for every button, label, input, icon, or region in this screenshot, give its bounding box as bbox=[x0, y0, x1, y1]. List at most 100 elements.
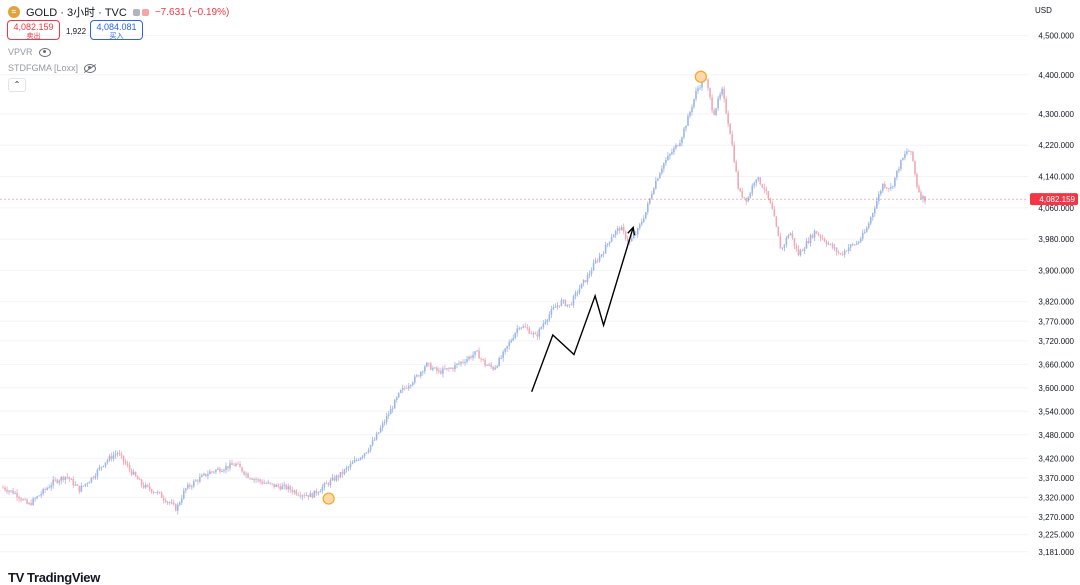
candle-body bbox=[576, 292, 579, 294]
candle-body bbox=[383, 421, 386, 424]
candle-body bbox=[16, 492, 18, 498]
y-tick-label: 4,220.000 bbox=[1038, 141, 1074, 150]
candle-body bbox=[677, 145, 679, 147]
candle-body bbox=[665, 159, 667, 164]
currency-label[interactable]: USD bbox=[1035, 6, 1052, 15]
candle-body bbox=[395, 397, 398, 400]
candle-body bbox=[301, 495, 304, 497]
candle-body bbox=[164, 500, 167, 503]
candle-body bbox=[550, 309, 553, 315]
candle-body bbox=[68, 477, 71, 480]
candle-body bbox=[851, 244, 854, 246]
price-axis[interactable]: 4,500.000 4,400.000 4,300.000 4,220.000 4,14… bbox=[1038, 32, 1074, 557]
candle-body bbox=[70, 478, 73, 480]
candle-body bbox=[235, 463, 237, 466]
eye-off-icon[interactable] bbox=[84, 63, 97, 73]
candle-body bbox=[894, 177, 896, 187]
candle-body bbox=[542, 323, 545, 328]
candle-body bbox=[630, 238, 633, 242]
sell-button[interactable]: 4,082.159 卖出 bbox=[7, 20, 60, 40]
y-tick-label: 3,370.000 bbox=[1038, 474, 1074, 483]
candle-body bbox=[355, 460, 358, 461]
candle-body bbox=[578, 288, 581, 293]
candle-body bbox=[691, 107, 693, 113]
candles bbox=[2, 75, 926, 515]
candle-body bbox=[741, 191, 744, 198]
candle-body bbox=[787, 235, 790, 238]
candle-body bbox=[562, 300, 565, 301]
candle-body bbox=[468, 356, 470, 360]
candle-body bbox=[661, 168, 663, 174]
candle-body bbox=[767, 191, 770, 199]
candle-body bbox=[731, 134, 733, 145]
candle-body bbox=[817, 233, 820, 236]
candle-body bbox=[884, 183, 886, 188]
candle-body bbox=[496, 365, 498, 368]
candle-body bbox=[34, 498, 36, 500]
y-tick-label: 3,540.000 bbox=[1038, 407, 1074, 416]
candle-body bbox=[554, 307, 557, 308]
candle-body bbox=[170, 502, 173, 504]
candle-body bbox=[130, 469, 133, 475]
candle-body bbox=[20, 498, 22, 501]
candle-body bbox=[28, 503, 30, 504]
gold-symbol-icon: ≈ bbox=[8, 6, 20, 18]
candle-body bbox=[317, 492, 320, 494]
tradingview-logo[interactable]: TV TradingView bbox=[8, 570, 101, 585]
candle-body bbox=[265, 482, 267, 484]
buy-button[interactable]: 4,084.081 买入 bbox=[90, 20, 143, 40]
candle-body bbox=[805, 241, 808, 249]
collapse-indicators-button[interactable]: ⌃ bbox=[8, 78, 26, 92]
candle-body bbox=[803, 248, 806, 251]
buy-price: 4,084.081 bbox=[96, 22, 137, 32]
candle-body bbox=[843, 250, 846, 255]
candle-body bbox=[150, 489, 153, 493]
candle-body bbox=[193, 481, 195, 487]
candle-body bbox=[815, 231, 818, 234]
candle-body bbox=[857, 241, 860, 244]
candle-body bbox=[707, 79, 709, 89]
y-tick-label: 3,320.000 bbox=[1038, 493, 1074, 502]
candle-body bbox=[24, 499, 26, 501]
eye-icon[interactable] bbox=[38, 47, 51, 57]
candle-body bbox=[528, 328, 531, 334]
candle-body bbox=[225, 466, 227, 470]
candle-body bbox=[709, 88, 711, 98]
candle-body bbox=[267, 482, 269, 484]
candle-body bbox=[180, 498, 183, 503]
y-tick-label: 4,500.000 bbox=[1038, 32, 1074, 41]
candle-body bbox=[297, 494, 300, 496]
symbol-title[interactable]: GOLD · 3小时 · TVC bbox=[26, 7, 127, 19]
candle-body bbox=[821, 237, 824, 239]
candle-body bbox=[343, 469, 346, 474]
y-tick-label: 3,270.000 bbox=[1038, 513, 1074, 522]
candle-body bbox=[540, 327, 543, 329]
candle-body bbox=[442, 368, 444, 374]
candle-body bbox=[673, 148, 675, 153]
candle-body bbox=[685, 125, 687, 129]
candle-body bbox=[727, 113, 729, 124]
indicator-stdfgma[interactable]: STDFGMA [Loxx] bbox=[8, 63, 97, 73]
indicator-vpvr[interactable]: VPVR bbox=[8, 47, 51, 57]
candle-body bbox=[882, 183, 884, 191]
candle-body bbox=[867, 223, 870, 229]
trend-arrow-line bbox=[531, 227, 634, 392]
candle-body bbox=[628, 241, 631, 243]
symbol-header[interactable]: ≈ GOLD · 3小时 · TVC −7.631 (−0.19%) bbox=[8, 4, 229, 20]
candle-body bbox=[622, 226, 625, 232]
candle-body bbox=[785, 237, 788, 245]
candle-body bbox=[699, 87, 701, 89]
candle-body bbox=[520, 327, 523, 329]
candle-body bbox=[462, 361, 464, 363]
arrow-head bbox=[627, 225, 636, 236]
candle-body bbox=[827, 243, 830, 245]
price-change: −7.631 (−0.19%) bbox=[154, 6, 230, 18]
candle-body bbox=[100, 466, 103, 468]
candle-body bbox=[490, 364, 492, 367]
candle-body bbox=[253, 479, 255, 480]
candle-body bbox=[245, 473, 247, 475]
candle-body bbox=[271, 483, 273, 485]
candle-body bbox=[18, 497, 20, 499]
candle-body bbox=[508, 342, 510, 347]
